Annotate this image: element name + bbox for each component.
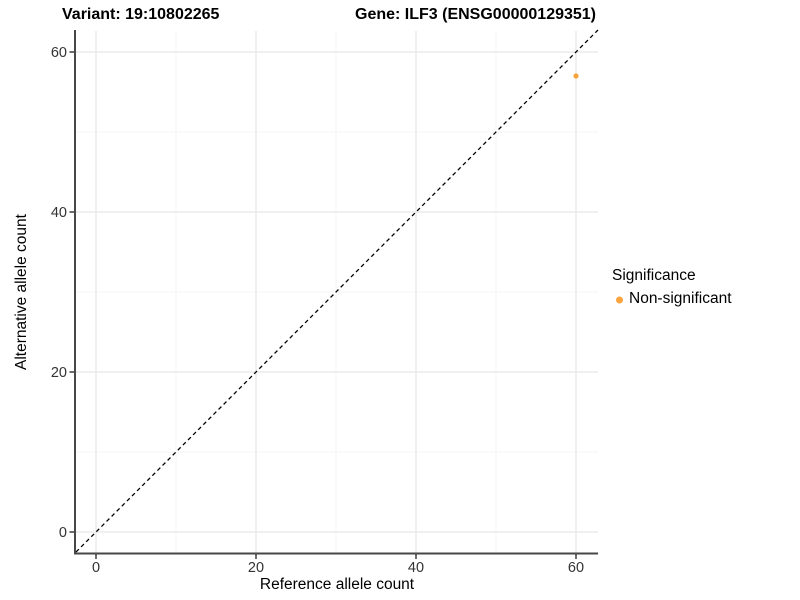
y-tick-label: 0 (59, 525, 67, 541)
identity-line-group (75, 29, 599, 553)
plot-title-gene: Gene: ILF3 (ENSG00000129351) (355, 6, 597, 23)
x-tick-label: 40 (408, 560, 424, 576)
tick-marks (69, 51, 577, 559)
legend-dot-icon (616, 296, 623, 303)
y-axis-title: Alternative allele count (13, 214, 30, 370)
data-points-group (573, 73, 579, 79)
y-tick-label: 60 (51, 45, 67, 61)
legend-title: Significance (612, 267, 696, 284)
legend: Significance Non-significant (612, 267, 732, 308)
major-gridlines (76, 31, 598, 553)
identity-line (75, 29, 599, 553)
x-tick-label: 60 (568, 560, 584, 576)
x-tick-label: 0 (92, 560, 100, 576)
y-tick-label: 40 (51, 205, 67, 221)
minor-gridlines (76, 31, 598, 553)
legend-item: Non-significant (612, 290, 732, 308)
plot-title-variant: Variant: 19:10802265 (62, 6, 220, 23)
axis-lines (74, 30, 598, 555)
tick-labels: 0 20 40 60 0 20 40 60 (51, 45, 584, 576)
x-axis-title: Reference allele count (259, 576, 415, 593)
x-tick-label: 20 (248, 560, 264, 576)
legend-item-label: Non-significant (629, 290, 732, 307)
y-tick-label: 20 (51, 365, 67, 381)
data-point (573, 73, 579, 79)
legend-dot (616, 296, 623, 303)
